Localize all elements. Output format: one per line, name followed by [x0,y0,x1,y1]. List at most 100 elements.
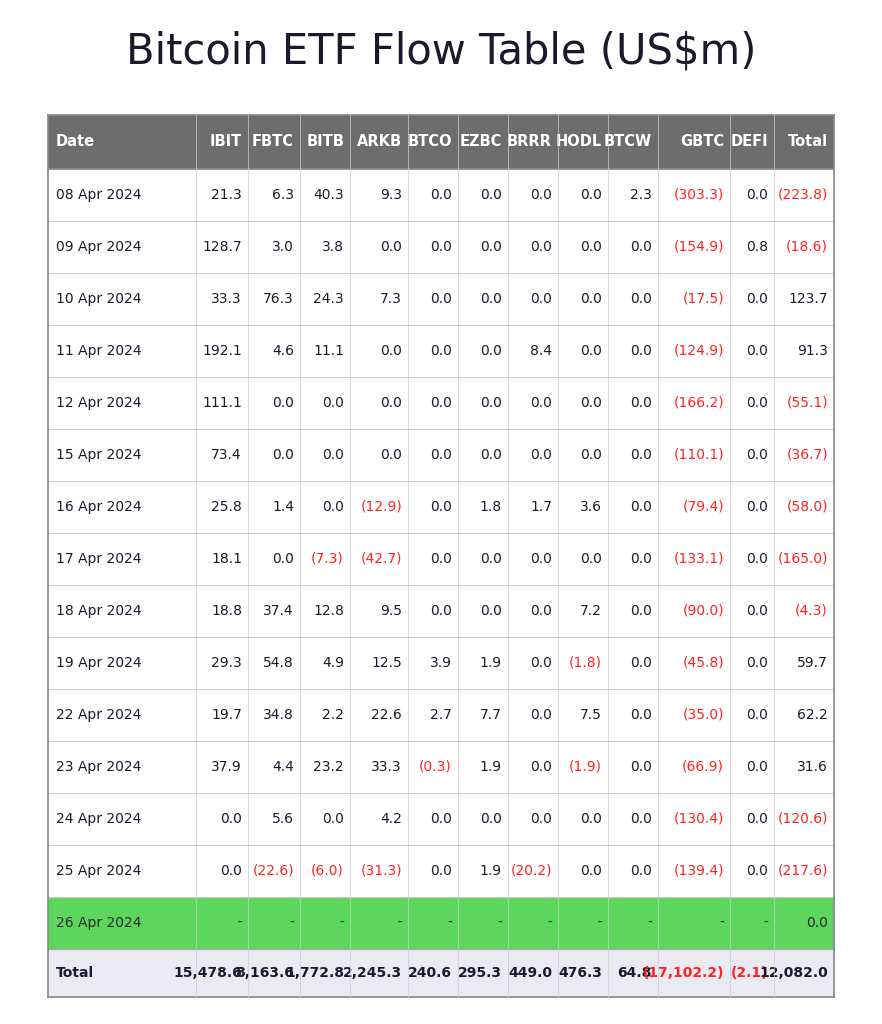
Text: Bitcoin ETF Flow Table (US$m): Bitcoin ETF Flow Table (US$m) [126,31,756,73]
Text: -: - [763,916,768,930]
Text: (20.2): (20.2) [511,864,552,878]
Text: (1.9): (1.9) [569,760,602,774]
Text: 59.7: 59.7 [797,656,828,670]
Bar [48,429,834,481]
Text: 0.0: 0.0 [746,344,768,358]
Bar [48,585,834,637]
Text: 62.2: 62.2 [797,708,828,722]
Text: -: - [497,916,502,930]
Text: -: - [237,916,242,930]
Text: 0.0: 0.0 [530,760,552,774]
Text: 17 Apr 2024: 17 Apr 2024 [56,552,141,566]
Text: 2,245.3: 2,245.3 [343,966,402,980]
Text: -: - [547,916,552,930]
Text: 0.0: 0.0 [480,396,502,410]
Text: (90.0): (90.0) [683,604,724,618]
Text: (17,102.2): (17,102.2) [642,966,724,980]
Text: (4.3): (4.3) [796,604,828,618]
Text: 0.0: 0.0 [746,449,768,462]
Text: 6.3: 6.3 [272,188,294,202]
Text: 4.4: 4.4 [273,760,294,774]
Text: 3.9: 3.9 [430,656,452,670]
Text: (6.0): (6.0) [311,864,344,878]
Text: 0.0: 0.0 [746,812,768,826]
Text: 0.0: 0.0 [630,500,652,514]
Text: (154.9): (154.9) [674,240,724,254]
Text: 0.0: 0.0 [430,292,452,306]
Text: 0.0: 0.0 [580,864,602,878]
Text: 0.0: 0.0 [220,864,242,878]
Text: 295.3: 295.3 [458,966,502,980]
Text: 25.8: 25.8 [212,500,242,514]
Text: 33.3: 33.3 [371,760,402,774]
Text: 0.0: 0.0 [580,292,602,306]
Text: 0.0: 0.0 [580,552,602,566]
Text: 0.0: 0.0 [273,552,294,566]
Text: EZBC: EZBC [460,134,502,150]
Text: 76.3: 76.3 [263,292,294,306]
Text: 4.2: 4.2 [380,812,402,826]
Text: 0.0: 0.0 [322,812,344,826]
Text: 0.0: 0.0 [430,240,452,254]
Text: 0.0: 0.0 [530,449,552,462]
Text: 0.0: 0.0 [630,552,652,566]
Text: 0.0: 0.0 [530,604,552,618]
Text: 0.0: 0.0 [746,500,768,514]
Text: (166.2): (166.2) [673,396,724,410]
Text: 1.4: 1.4 [272,500,294,514]
Text: 7.5: 7.5 [580,708,602,722]
Text: IBIT: IBIT [210,134,242,150]
Text: 0.0: 0.0 [430,552,452,566]
Text: 8.4: 8.4 [530,344,552,358]
Text: (12.9): (12.9) [360,500,402,514]
Text: (17.5): (17.5) [683,292,724,306]
Text: Total: Total [788,134,828,150]
Bar [48,481,834,534]
Text: 0.0: 0.0 [480,449,502,462]
Text: 0.0: 0.0 [580,344,602,358]
Bar [48,741,834,793]
Text: 0.0: 0.0 [630,760,652,774]
Text: 4.6: 4.6 [272,344,294,358]
Text: 0.0: 0.0 [322,500,344,514]
Text: 18.8: 18.8 [211,604,242,618]
Text: 0.0: 0.0 [630,812,652,826]
Text: 0.0: 0.0 [746,188,768,202]
Text: 0.0: 0.0 [580,449,602,462]
Text: 0.0: 0.0 [322,449,344,462]
Text: 12.8: 12.8 [313,604,344,618]
Text: 3.0: 3.0 [273,240,294,254]
Text: 0.0: 0.0 [430,604,452,618]
Bar [48,949,834,997]
Text: 26 Apr 2024: 26 Apr 2024 [56,916,141,930]
Bar [48,845,834,897]
Text: 0.0: 0.0 [580,188,602,202]
Text: 21.3: 21.3 [212,188,242,202]
Text: 7.7: 7.7 [480,708,502,722]
Text: 0.0: 0.0 [530,240,552,254]
Text: 0.0: 0.0 [746,708,768,722]
Text: 0.0: 0.0 [580,396,602,410]
Text: Total: Total [56,966,94,980]
Text: 0.0: 0.0 [273,396,294,410]
Text: 0.0: 0.0 [380,449,402,462]
Text: 8,163.6: 8,163.6 [235,966,294,980]
Text: 12,082.0: 12,082.0 [759,966,828,980]
Text: 0.0: 0.0 [580,240,602,254]
Text: 18.1: 18.1 [211,552,242,566]
Text: 0.0: 0.0 [380,240,402,254]
Text: 11.1: 11.1 [313,344,344,358]
Text: 15,478.6: 15,478.6 [173,966,242,980]
Bar [48,689,834,741]
Text: 0.0: 0.0 [746,760,768,774]
Text: (303.3): (303.3) [674,188,724,202]
Text: FBTC: FBTC [252,134,294,150]
Text: 34.8: 34.8 [263,708,294,722]
Text: 476.3: 476.3 [558,966,602,980]
Text: 0.0: 0.0 [530,292,552,306]
Text: 0.0: 0.0 [530,552,552,566]
Bar [48,115,834,169]
Text: 9.5: 9.5 [380,604,402,618]
Text: 0.0: 0.0 [530,396,552,410]
Text: BRRR: BRRR [507,134,552,150]
